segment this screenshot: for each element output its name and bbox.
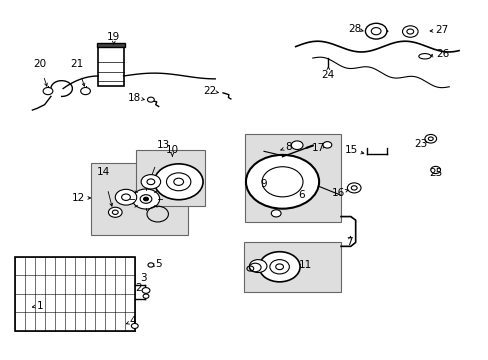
Text: 11: 11 [298, 260, 311, 270]
Text: 6: 6 [298, 190, 304, 201]
Text: 20: 20 [33, 59, 46, 69]
Text: 22: 22 [203, 86, 216, 96]
Text: 25: 25 [428, 168, 441, 178]
Bar [245, 134, 340, 222]
Text: 12: 12 [72, 193, 85, 203]
Circle shape [115, 189, 137, 205]
Text: 16: 16 [331, 188, 344, 198]
Text: 26: 26 [435, 49, 448, 59]
Text: 10: 10 [165, 145, 179, 155]
Circle shape [249, 260, 266, 273]
Circle shape [43, 87, 53, 95]
Text: 5: 5 [155, 258, 161, 269]
Text: 4: 4 [129, 316, 136, 326]
Text: 9: 9 [260, 179, 267, 189]
Circle shape [323, 141, 331, 148]
Text: 17: 17 [311, 143, 325, 153]
Circle shape [143, 197, 148, 201]
Circle shape [143, 294, 149, 298]
Circle shape [108, 207, 122, 217]
Text: 2: 2 [135, 283, 142, 293]
Text: 14: 14 [96, 167, 109, 177]
Circle shape [81, 87, 90, 95]
Bar [244, 242, 340, 292]
Text: 13: 13 [156, 140, 169, 150]
Text: 18: 18 [128, 93, 141, 103]
Circle shape [365, 23, 386, 39]
Text: 15: 15 [345, 145, 358, 155]
Text: 1: 1 [36, 301, 43, 311]
Text: 24: 24 [321, 70, 334, 80]
Circle shape [430, 166, 440, 174]
Circle shape [142, 288, 150, 293]
Circle shape [147, 97, 154, 102]
Text: 3: 3 [140, 273, 146, 283]
Text: 21: 21 [70, 59, 84, 69]
Circle shape [271, 210, 281, 217]
Circle shape [245, 155, 319, 209]
Circle shape [402, 26, 417, 37]
Bar [136, 150, 204, 206]
Text: 28: 28 [348, 24, 361, 34]
Text: 23: 23 [413, 139, 427, 149]
Text: 7: 7 [346, 237, 352, 247]
Circle shape [346, 183, 360, 193]
Bar [98, 46, 123, 86]
Bar [97, 42, 124, 47]
Text: 27: 27 [434, 26, 447, 35]
Circle shape [132, 189, 159, 209]
Circle shape [424, 134, 436, 143]
Text: 8: 8 [285, 142, 291, 152]
Circle shape [141, 175, 160, 189]
Circle shape [291, 141, 303, 149]
Text: 19: 19 [107, 32, 120, 42]
Ellipse shape [418, 54, 430, 59]
Circle shape [259, 252, 300, 282]
Circle shape [131, 323, 138, 328]
Circle shape [154, 164, 203, 200]
Bar [15, 257, 135, 330]
Bar [91, 163, 188, 234]
Circle shape [148, 263, 154, 267]
